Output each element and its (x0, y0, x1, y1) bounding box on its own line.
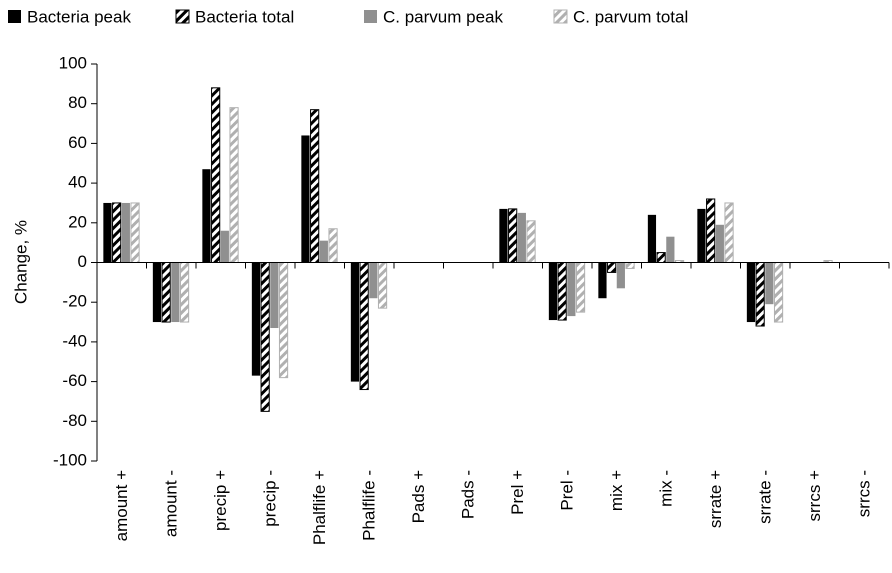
x-tick-label: Phalflife + (310, 470, 329, 545)
bar (301, 135, 310, 263)
bar (706, 198, 716, 263)
bar (350, 262, 360, 382)
bar (278, 262, 289, 379)
x-tick-label: Prel - (558, 470, 577, 511)
x-tick-label: mix - (657, 470, 676, 507)
legend-swatch (8, 10, 21, 23)
bar (755, 262, 765, 327)
legend-label: C. parvum peak (383, 7, 503, 26)
y-tick-label: 20 (68, 212, 87, 231)
bar (647, 214, 657, 263)
x-tick-label: srrate - (756, 470, 775, 524)
x-tick-label: mix + (607, 470, 626, 511)
legend-swatch (175, 9, 190, 24)
bar (359, 262, 369, 391)
x-tick-label: srrcs + (805, 470, 824, 522)
x-tick-label: srrate + (706, 470, 725, 528)
bar (656, 252, 666, 263)
x-tick-label: amount - (162, 470, 181, 537)
x-tick-label: precip - (261, 470, 280, 527)
y-tick-label: 80 (68, 93, 87, 112)
bar (369, 262, 378, 299)
bar (715, 224, 724, 263)
bar (773, 262, 784, 323)
bar (567, 262, 576, 317)
y-tick-label: -100 (53, 450, 87, 469)
bar (377, 262, 388, 309)
bar (202, 169, 211, 263)
legend-label: C. parvum total (573, 7, 688, 26)
bar (171, 262, 180, 323)
bar (508, 208, 518, 263)
bar (152, 262, 162, 323)
y-tick-label: -40 (62, 331, 87, 350)
bar (746, 262, 756, 323)
y-tick-label: 40 (68, 173, 87, 192)
bar (220, 230, 229, 263)
bar (229, 107, 239, 263)
bar (724, 202, 734, 263)
bar (112, 202, 122, 263)
x-tick-label: Phalflife - (360, 470, 379, 541)
y-axis-label: Change, % (11, 220, 30, 304)
x-tick-label: Pads + (409, 470, 428, 523)
bar (575, 262, 586, 313)
x-tick-label: amount + (112, 470, 131, 541)
legend-swatch (553, 9, 568, 24)
bar (548, 262, 558, 321)
bar (103, 202, 112, 263)
bar (328, 228, 338, 264)
legend-label: Bacteria total (195, 7, 294, 26)
bar (319, 240, 328, 263)
x-tick-label: srrcs - (855, 470, 874, 517)
bar (161, 262, 171, 323)
y-tick-label: -20 (62, 292, 87, 311)
bar (666, 236, 675, 263)
bar (616, 262, 625, 289)
bar (270, 262, 279, 329)
bar (310, 109, 320, 263)
bar (598, 262, 607, 299)
bar (499, 208, 508, 263)
bar (526, 220, 536, 264)
x-tick-label: precip + (211, 470, 230, 531)
bar (260, 262, 270, 412)
y-tick-label: 100 (59, 53, 87, 72)
legend-swatch (364, 10, 377, 23)
bar (251, 262, 261, 376)
bar (121, 202, 130, 263)
bar (517, 212, 526, 263)
bar (130, 202, 140, 263)
y-tick-label: -60 (62, 371, 87, 390)
x-tick-label: Pads - (459, 470, 478, 519)
bar (179, 262, 190, 323)
y-tick-label: 0 (78, 252, 87, 271)
bar (697, 208, 706, 263)
legend-label: Bacteria peak (27, 7, 131, 26)
bar (211, 87, 221, 263)
y-tick-label: 60 (68, 133, 87, 152)
x-tick-label: Prel + (508, 470, 527, 515)
bar (557, 262, 567, 321)
bar (765, 262, 774, 305)
bar (607, 262, 617, 273)
y-tick-label: -80 (62, 411, 87, 430)
bar (625, 262, 635, 269)
